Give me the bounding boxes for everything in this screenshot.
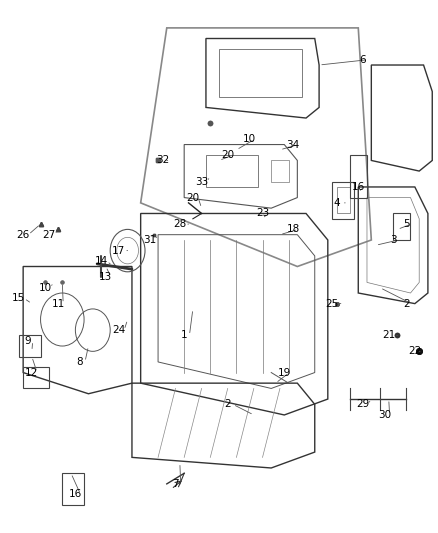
Text: 16: 16 [352,182,365,192]
Text: 23: 23 [256,208,269,219]
Text: 34: 34 [286,140,300,150]
Text: 20: 20 [186,192,199,203]
Text: 19: 19 [278,368,291,377]
Text: 32: 32 [156,156,169,165]
Text: 22: 22 [408,346,421,357]
Text: 7: 7 [172,479,179,489]
Bar [219,49,302,97]
Text: 3: 3 [390,235,396,245]
Text: 6: 6 [359,55,366,64]
Text: 11: 11 [51,298,64,309]
Text: 2: 2 [224,399,231,409]
Text: 28: 28 [173,219,187,229]
Text: 27: 27 [42,230,56,240]
Text: 14: 14 [95,256,108,266]
Bar [19,335,41,357]
Text: 24: 24 [112,325,126,335]
Text: 18: 18 [286,224,300,235]
Text: 16: 16 [69,489,82,499]
Bar [23,367,49,389]
Text: 15: 15 [12,293,25,303]
Text: 5: 5 [403,219,410,229]
Text: 20: 20 [221,150,234,160]
Text: 2: 2 [403,298,410,309]
Text: 10: 10 [243,134,256,144]
Bar [332,182,354,219]
Bar [271,160,289,182]
Text: 25: 25 [325,298,339,309]
Text: 1: 1 [181,330,187,341]
Text: 26: 26 [17,230,30,240]
Bar [206,155,258,187]
Bar [350,155,367,198]
Text: 10: 10 [39,282,52,293]
Text: 4: 4 [333,198,340,208]
Text: 17: 17 [112,246,126,256]
Text: 13: 13 [99,272,113,282]
Text: 8: 8 [76,357,83,367]
Bar [393,214,410,240]
Text: 12: 12 [25,368,39,377]
Text: 29: 29 [356,399,369,409]
Text: 30: 30 [378,410,391,420]
Bar [62,473,84,505]
Bar [336,187,350,214]
Text: 31: 31 [143,235,156,245]
Text: 21: 21 [382,330,396,341]
Text: 9: 9 [24,336,31,346]
Text: 33: 33 [195,176,208,187]
